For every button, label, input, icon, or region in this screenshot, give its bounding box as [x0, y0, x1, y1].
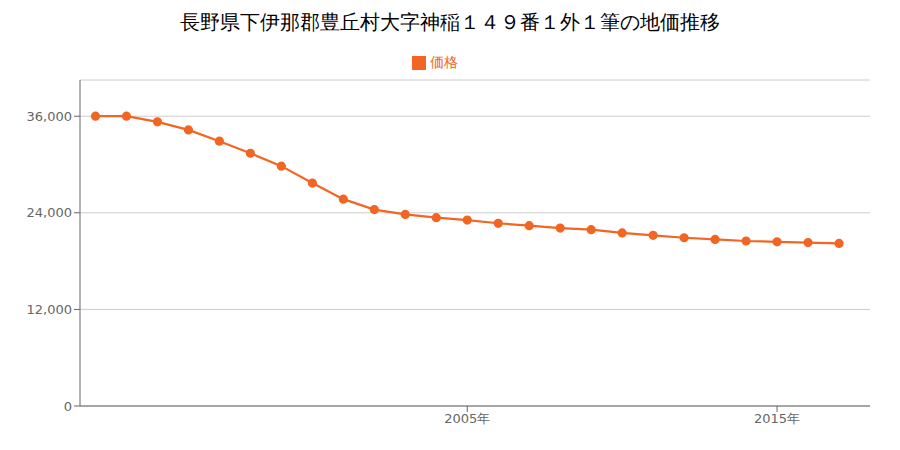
- svg-text:2005年: 2005年: [444, 411, 490, 426]
- svg-text:24,000: 24,000: [27, 205, 73, 220]
- svg-text:2015年: 2015年: [754, 411, 800, 426]
- html-text:長野県下伊那郡豊丘村大字神稲１４９番１外１筆の地価推移: 長野県下伊那郡豊丘村大字神稲１４９番１外１筆の地価推移: [180, 10, 720, 34]
- svg-text:12,000: 12,000: [27, 302, 73, 317]
- svg-text:0: 0: [64, 399, 72, 414]
- html-text:価格: 価格: [430, 54, 458, 70]
- svg-text:36,000: 36,000: [27, 109, 73, 124]
